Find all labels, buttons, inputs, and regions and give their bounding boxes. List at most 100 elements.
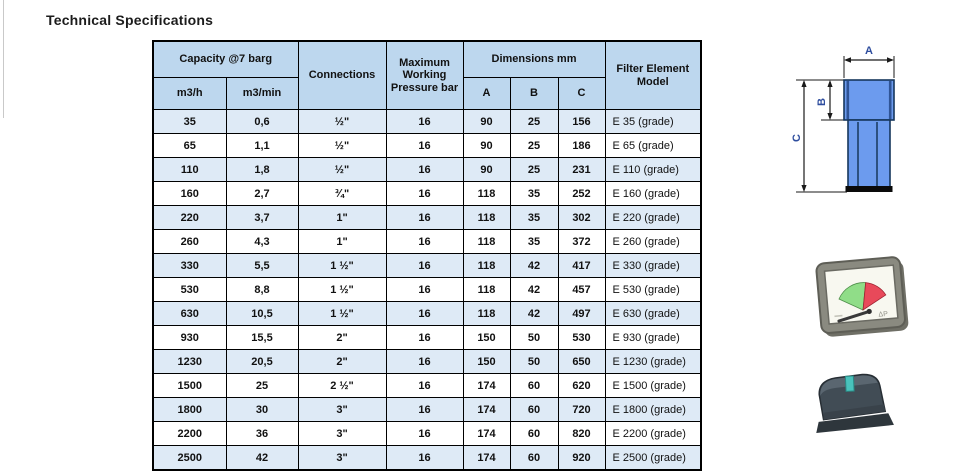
cell-model: E 630 (grade) — [604, 301, 702, 326]
cell-m3min: 2,7 — [225, 181, 299, 206]
table-row: 65 1,1 ½" 16 90 25 186 E 65 (grade) — [152, 133, 702, 158]
cell-dim-a: 90 — [462, 133, 511, 158]
cell-dim-a: 174 — [462, 373, 511, 398]
cell-pressure: 16 — [385, 109, 464, 134]
cell-connections: 1 ½" — [297, 253, 387, 278]
cell-dim-c: 231 — [557, 157, 606, 182]
cell-model: E 330 (grade) — [604, 253, 702, 278]
cell-m3min: 8,8 — [225, 277, 299, 302]
cell-dim-b: 60 — [509, 373, 559, 398]
cell-dim-b: 35 — [509, 181, 559, 206]
header-connections: Connections — [297, 40, 387, 110]
cell-dim-a: 118 — [462, 301, 511, 326]
cell-dim-b: 42 — [509, 301, 559, 326]
cell-dim-b: 35 — [509, 229, 559, 254]
cell-m3h: 110 — [152, 157, 227, 182]
cell-dim-c: 620 — [557, 373, 606, 398]
cell-m3h: 630 — [152, 301, 227, 326]
header-dim-a: A — [462, 77, 511, 110]
cell-pressure: 16 — [385, 181, 464, 206]
cell-pressure: 16 — [385, 349, 464, 374]
drain-accessory-image — [816, 373, 894, 434]
dim-label-c: C — [791, 134, 803, 142]
cell-connections: 1 ½" — [297, 301, 387, 326]
cell-model: E 1500 (grade) — [604, 373, 702, 398]
gauge-red-zone — [862, 282, 887, 311]
cell-m3min: 5,5 — [225, 253, 299, 278]
cell-m3min: 25 — [225, 373, 299, 398]
cell-m3h: 930 — [152, 325, 227, 350]
cell-m3h: 1500 — [152, 373, 227, 398]
cell-m3min: 42 — [225, 445, 299, 471]
cell-m3h: 260 — [152, 229, 227, 254]
cell-model: E 260 (grade) — [604, 229, 702, 254]
cell-m3min: 15,5 — [225, 325, 299, 350]
cell-pressure: 16 — [385, 421, 464, 446]
cell-dim-a: 118 — [462, 277, 511, 302]
spec-table-body: 35 0,6 ½" 16 90 25 156 E 35 (grade) 65 1,1 ½" 16 90 2… — [152, 109, 702, 471]
cell-pressure: 16 — [385, 133, 464, 158]
dim-c-arrow — [801, 80, 807, 192]
cell-m3min: 4,3 — [225, 229, 299, 254]
cell-dim-a: 118 — [462, 205, 511, 230]
table-row: 1230 20,5 2" 16 150 50 650 E 1230 (grade) — [152, 349, 702, 374]
filter-element-drawing — [843, 79, 895, 192]
cell-dim-b: 60 — [509, 445, 559, 471]
cell-m3h: 1800 — [152, 397, 227, 422]
cell-dim-a: 118 — [462, 181, 511, 206]
cell-pressure: 16 — [385, 445, 464, 471]
table-row: 220 3,7 1" 16 118 35 302 E 220 (grade) — [152, 205, 702, 230]
cell-dim-c: 252 — [557, 181, 606, 206]
cell-dim-c: 372 — [557, 229, 606, 254]
drain-indicator-stripe — [844, 375, 855, 392]
cell-m3min: 1,1 — [225, 133, 299, 158]
cell-dim-a: 174 — [462, 445, 511, 471]
differential-pressure-gauge-image: ΔP — [815, 256, 909, 337]
table-row: 260 4,3 1" 16 118 35 372 E 260 (grade) — [152, 229, 702, 254]
cell-m3h: 65 — [152, 133, 227, 158]
cell-dim-c: 156 — [557, 109, 606, 134]
cell-connections: ¾" — [297, 181, 387, 206]
cell-model: E 110 (grade) — [604, 157, 702, 182]
header-capacity: Capacity @7 barg — [152, 40, 299, 78]
table-row: 630 10,5 1 ½" 16 118 42 497 E 630 (grade) — [152, 301, 702, 326]
table-row: 1800 30 3" 16 174 60 720 E 1800 (grade) — [152, 397, 702, 422]
cell-model: E 220 (grade) — [604, 205, 702, 230]
gauge-delta-p-label: ΔP — [878, 311, 888, 319]
cell-pressure: 16 — [385, 157, 464, 182]
table-header: Capacity @7 barg Connections Maximum Wor… — [152, 40, 702, 110]
cell-dim-b: 60 — [509, 397, 559, 422]
cell-m3min: 36 — [225, 421, 299, 446]
cell-m3min: 3,7 — [225, 205, 299, 230]
cell-dim-b: 50 — [509, 349, 559, 374]
table-row: 930 15,5 2" 16 150 50 530 E 930 (grade) — [152, 325, 702, 350]
cell-model: E 930 (grade) — [604, 325, 702, 350]
cell-dim-a: 118 — [462, 229, 511, 254]
cell-dim-a: 150 — [462, 325, 511, 350]
cell-m3min: 1,8 — [225, 157, 299, 182]
cell-connections: ½" — [297, 157, 387, 182]
cell-pressure: 16 — [385, 325, 464, 350]
table-row: 35 0,6 ½" 16 90 25 156 E 35 (grade) — [152, 109, 702, 134]
cell-m3h: 2500 — [152, 445, 227, 471]
cell-dim-a: 90 — [462, 109, 511, 134]
header-dim-c: C — [557, 77, 606, 110]
cell-m3h: 1230 — [152, 349, 227, 374]
header-filter-element-model: Filter Element Model — [604, 40, 702, 110]
cell-connections: 2 ½" — [297, 373, 387, 398]
cell-dim-b: 25 — [509, 157, 559, 182]
cell-pressure: 16 — [385, 253, 464, 278]
gauge-needle — [837, 309, 871, 323]
table-row: 330 5,5 1 ½" 16 118 42 417 E 330 (grade) — [152, 253, 702, 278]
cell-connections: 1" — [297, 205, 387, 230]
header-max-working-pressure: Maximum Working Pressure bar — [385, 40, 464, 110]
cell-dim-c: 417 — [557, 253, 606, 278]
cell-m3h: 530 — [152, 277, 227, 302]
cell-connections: 1" — [297, 229, 387, 254]
cell-connections: ½" — [297, 133, 387, 158]
table-row: 1500 25 2 ½" 16 174 60 620 E 1500 (grade) — [152, 373, 702, 398]
cell-dim-c: 186 — [557, 133, 606, 158]
cell-dim-a: 150 — [462, 349, 511, 374]
cell-connections: 2" — [297, 349, 387, 374]
